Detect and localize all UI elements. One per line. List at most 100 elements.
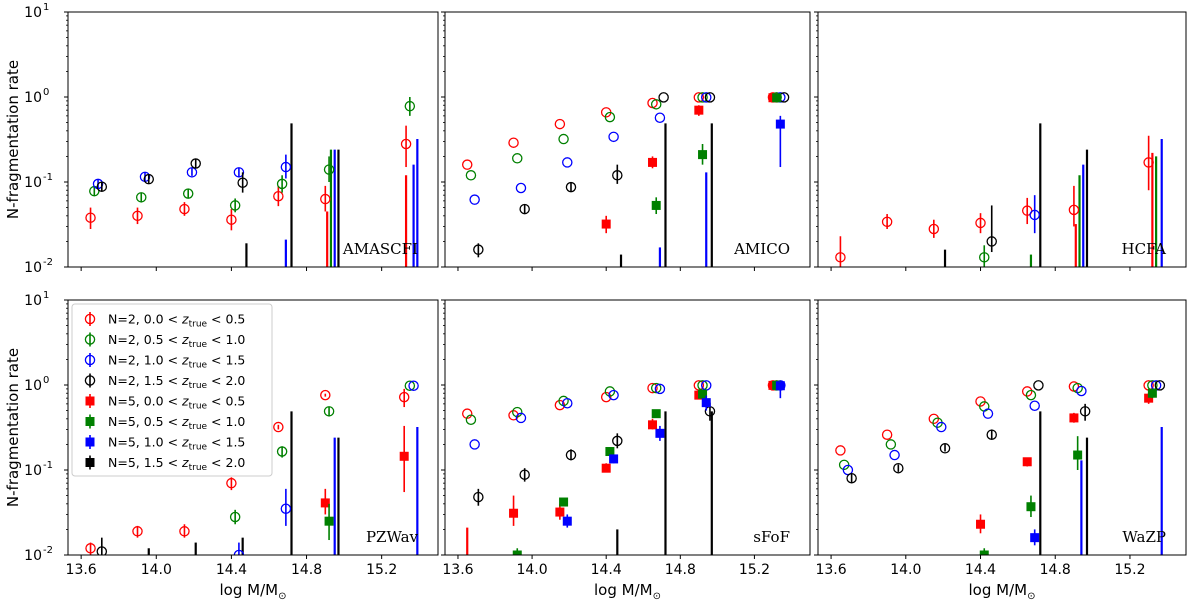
data-point-open (982, 408, 994, 419)
panel-data (835, 123, 1163, 267)
data-point-open (465, 414, 477, 426)
data-point-open (179, 203, 190, 215)
legend-var: z (181, 332, 189, 347)
data-point-open (85, 543, 96, 554)
data-point-open (986, 429, 997, 440)
panel-data (85, 97, 419, 267)
x-tick-label: 14.4 (965, 562, 996, 578)
x-axis-label-sub: ⊙ (1027, 591, 1035, 602)
legend-prefix: N=5, 1.5 < (108, 455, 182, 470)
data-point-open (1033, 380, 1044, 391)
legend-marker-filled (85, 417, 95, 426)
y-axis-label: N-fragmentation rate (4, 348, 22, 507)
data-point-open (600, 391, 612, 403)
data-point-open (835, 252, 846, 263)
y-tick-label: 10 (24, 293, 42, 309)
data-point-filled (698, 150, 708, 160)
data-point-open (515, 182, 527, 194)
y-tick-exponent: -2 (43, 545, 53, 556)
data-point-open (654, 112, 666, 124)
legend-label: N=5, 0.0 < ztrue < 0.5 (108, 394, 245, 412)
data-point-open (612, 435, 623, 447)
data-point-open (512, 406, 523, 418)
legend-label: N=5, 1.0 < ztrue < 1.5 (108, 435, 245, 453)
legend-var: z (181, 312, 189, 327)
legend-sub: true (189, 402, 208, 412)
y-tick-label: 10 (24, 175, 42, 191)
data-point-open (835, 445, 846, 456)
legend-suffix: < 0.5 (207, 312, 245, 327)
x-tick-label: 14.4 (216, 562, 247, 578)
legend-suffix: < 1.0 (207, 414, 245, 429)
panel-label: WaZP (1122, 528, 1166, 546)
data-point-open (846, 472, 857, 484)
data-point-open (276, 446, 288, 457)
data-point-open (473, 244, 484, 255)
x-tick-label: 13.6 (815, 562, 846, 578)
data-point-open (658, 92, 669, 103)
data-point-filled (701, 398, 711, 408)
panel-data (461, 380, 786, 555)
data-point-open (226, 477, 237, 489)
legend-sub: true (189, 361, 208, 371)
data-point-open (986, 236, 997, 247)
data-point-open (404, 100, 416, 112)
panel-data (85, 380, 419, 555)
legend-var: z (181, 414, 189, 429)
data-point-open (190, 158, 201, 169)
data-point-open (1079, 406, 1091, 417)
legend-marker-filled (85, 437, 95, 447)
x-tick-label: 14.8 (291, 562, 322, 578)
data-point-open (1154, 380, 1166, 391)
data-point-filled (655, 428, 665, 438)
data-point-filled (772, 93, 782, 103)
data-point-filled (648, 157, 658, 167)
legend-var: z (181, 373, 189, 388)
panel-label: sFoF (753, 528, 790, 546)
data-point-filled (976, 519, 986, 529)
data-point-open (558, 133, 569, 145)
legend-var: z (181, 394, 189, 409)
data-point-open (465, 170, 477, 181)
panel-frame (67, 299, 439, 556)
data-point-open (469, 439, 480, 450)
data-point-filled (1144, 393, 1154, 403)
legend-suffix: < 1.5 (207, 435, 245, 450)
y-tick-exponent: -1 (43, 172, 53, 183)
x-tick-label: 15.2 (1114, 562, 1145, 578)
legend-prefix: N=5, 0.5 < (108, 414, 182, 429)
panel-frame (817, 11, 1187, 268)
data-point-filled (324, 516, 334, 526)
data-point-open (939, 443, 951, 454)
data-point-open (889, 449, 900, 461)
legend-label: N=2, 0.5 < ztrue < 1.0 (108, 332, 245, 350)
data-point-open (461, 408, 473, 419)
data-point-filled (509, 508, 519, 518)
data-point-open (323, 406, 335, 417)
x-axis-label: log M/M⊙ (969, 581, 1036, 602)
data-point-open (233, 549, 245, 555)
data-point-open (280, 503, 292, 515)
legend-label: N=5, 1.5 < ztrue < 2.0 (108, 455, 245, 473)
legend-sub: true (189, 463, 208, 473)
data-point-open (1068, 204, 1080, 216)
data-point-filled (1030, 533, 1040, 543)
data-point-open (650, 382, 662, 394)
legend-label: N=2, 0.0 < ztrue < 0.5 (108, 312, 245, 330)
data-point-filled (651, 200, 661, 210)
x-tick-label: 14.0 (141, 562, 172, 578)
panel-label: HCFA (1122, 240, 1167, 258)
data-point-open (1021, 386, 1033, 397)
data-point-open (881, 429, 893, 440)
data-point-open (280, 161, 292, 173)
data-point-open (697, 92, 708, 103)
legend-marker-open (84, 334, 96, 345)
data-point-filled (698, 389, 708, 399)
legend-sub: true (189, 381, 208, 391)
legend-suffix: < 1.5 (207, 353, 245, 368)
x-tick-label: 14.8 (1040, 562, 1071, 578)
y-tick-label: 10 (24, 5, 42, 21)
y-tick-label: 10 (24, 548, 42, 564)
